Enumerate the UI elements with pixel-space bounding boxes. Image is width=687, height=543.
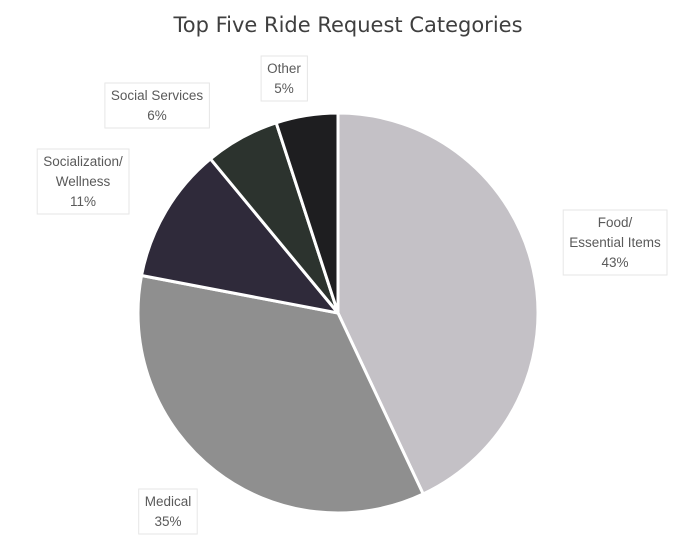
chart-title: Top Five Ride Request Categories <box>172 13 522 37</box>
data-label-value: 11% <box>70 194 96 209</box>
data-label-5: Other 5% <box>260 55 308 102</box>
pie-slices <box>136 111 540 515</box>
data-label-text: Social Services <box>111 88 204 103</box>
data-label-2: Medical 35% <box>138 488 198 535</box>
data-label-text: Food/ <box>598 215 633 230</box>
data-labels: Food/Essential Items 43% Medical 35% Sociali… <box>36 55 668 535</box>
data-label-value: 5% <box>274 81 294 96</box>
data-label-4: Social Services 6% <box>104 82 210 129</box>
data-label-value: 43% <box>601 255 628 270</box>
data-label-text: Socialization/ <box>43 154 123 169</box>
data-label-1: Food/Essential Items 43% <box>562 209 668 276</box>
data-label-text: Other <box>267 61 301 76</box>
data-label-value: 6% <box>147 108 167 123</box>
data-label-box <box>104 82 210 129</box>
data-label-text: Medical <box>145 494 192 509</box>
data-label-value: 35% <box>154 514 181 529</box>
pie-slice-3 <box>140 157 340 315</box>
pie-slice-2 <box>136 274 425 515</box>
data-label-text: Essential Items <box>569 235 661 250</box>
pie-slice-1 <box>336 111 540 496</box>
data-label-3: Socialization/Wellness 11% <box>36 148 130 215</box>
data-label-box <box>36 148 130 215</box>
data-label-text: Wellness <box>56 174 111 189</box>
data-label-box <box>138 488 198 535</box>
pie-slice-5 <box>274 111 340 315</box>
data-label-box <box>260 55 308 102</box>
data-label-box <box>562 209 668 276</box>
